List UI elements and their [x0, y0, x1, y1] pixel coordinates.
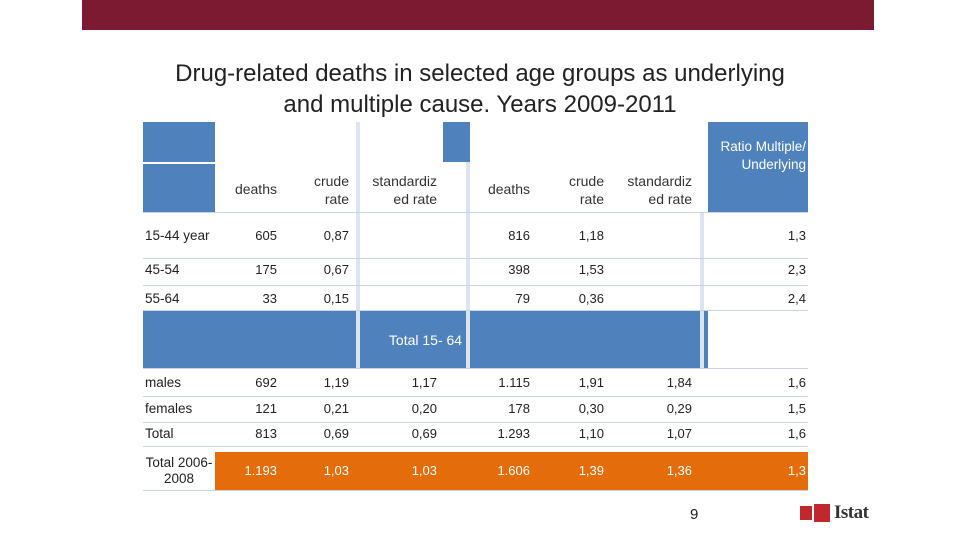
row-line [143, 446, 808, 447]
table-cell: 1,18 [578, 228, 604, 243]
table-cell: 0,69 [323, 426, 349, 441]
row-line [143, 285, 808, 286]
table-cell: 1,6 [787, 426, 806, 441]
table-cell: 178 [508, 401, 530, 416]
logo-mark [800, 506, 812, 520]
table-cell: 1,91 [578, 375, 604, 390]
row-line [143, 368, 808, 369]
row-label: 55-64 [145, 291, 180, 306]
header-cell [143, 164, 215, 212]
table-cell: 0,15 [323, 291, 349, 306]
table-cell: 1,53 [578, 262, 604, 277]
table-cell: 121 [255, 401, 277, 416]
table-cell: 1,17 [411, 375, 437, 390]
table-cell: 1,03 [411, 463, 437, 478]
table-cell: 1,19 [323, 375, 349, 390]
table-cell: 2,4 [787, 291, 806, 306]
table-cell: 1,3 [787, 463, 806, 478]
page-number: 9 [690, 506, 699, 523]
slide-title: Drug-related deaths in selected age grou… [175, 60, 785, 118]
header-cell [443, 122, 470, 162]
row-label: Total [145, 426, 174, 441]
table-cell: 398 [508, 262, 530, 277]
table-cell: 1.606 [497, 463, 530, 478]
row-line [143, 310, 808, 311]
table-cell: 0,67 [323, 262, 349, 277]
column-header: crude rate [313, 173, 349, 207]
column-divider [700, 212, 704, 368]
column-header: deaths [234, 181, 277, 197]
table-cell: 1,5 [787, 401, 806, 416]
group-header: Ratio Multiple/ Underlying [720, 139, 806, 172]
table-cell: 1,3 [787, 228, 806, 243]
row-line [143, 490, 808, 491]
table-cell: 605 [255, 228, 277, 243]
group-header: Multiple cause of death [513, 129, 657, 145]
table-cell: 1.293 [497, 426, 530, 441]
row-label: 45-54 [145, 262, 180, 277]
group-header: Underlying cause of death [248, 129, 412, 145]
table-cell: 1,6 [787, 375, 806, 390]
table-cell: 2,3 [787, 262, 806, 277]
column-header: standardiz ed rate [372, 173, 437, 207]
table-cell: 0,36 [578, 291, 604, 306]
row-label: females [145, 401, 193, 416]
row-line [143, 212, 808, 213]
column-header: standardiz ed rate [627, 173, 692, 207]
column-divider [356, 122, 360, 368]
table-cell: 0,29 [666, 401, 692, 416]
row-line [143, 258, 808, 259]
table-cell: 79 [515, 291, 530, 306]
table-cell: 0,30 [578, 401, 604, 416]
logo-mark [814, 504, 830, 522]
row-line [143, 422, 808, 423]
logo: Istat [834, 502, 869, 523]
table-cell: 1,36 [666, 463, 692, 478]
table-cell: 0,21 [323, 401, 349, 416]
row-label: 15-44 year [145, 228, 210, 243]
table-cell: 1.115 [498, 375, 530, 390]
header-cell [708, 122, 808, 212]
table-cell: 175 [255, 262, 277, 277]
table-cell: 813 [255, 426, 277, 441]
table-cell: 1,84 [666, 375, 692, 390]
table-cell: 1.193 [244, 463, 277, 478]
table-cell: 33 [262, 291, 277, 306]
table-cell: 0,69 [411, 426, 437, 441]
table-cell: 1,07 [666, 426, 692, 441]
table-cell: 816 [508, 228, 530, 243]
table-cell: 1,10 [578, 426, 604, 441]
row-label: males [145, 375, 182, 390]
table-cell: 0,87 [323, 228, 349, 243]
table-cell: 0,20 [411, 401, 437, 416]
row-line [143, 396, 808, 397]
table-cell: 1,03 [323, 463, 349, 478]
column-header: deaths [487, 181, 530, 197]
header-cell [143, 122, 215, 162]
highlight-row [215, 452, 808, 490]
section-label: Total 15- 64 [388, 332, 463, 348]
row-label: Total 2006-2008 [145, 455, 213, 486]
table-cell: 692 [255, 375, 277, 390]
column-header: crude rate [568, 173, 604, 207]
column-divider [466, 162, 470, 368]
section-band [143, 310, 708, 368]
table-cell: 1,39 [578, 463, 604, 478]
top-bar [82, 0, 874, 30]
